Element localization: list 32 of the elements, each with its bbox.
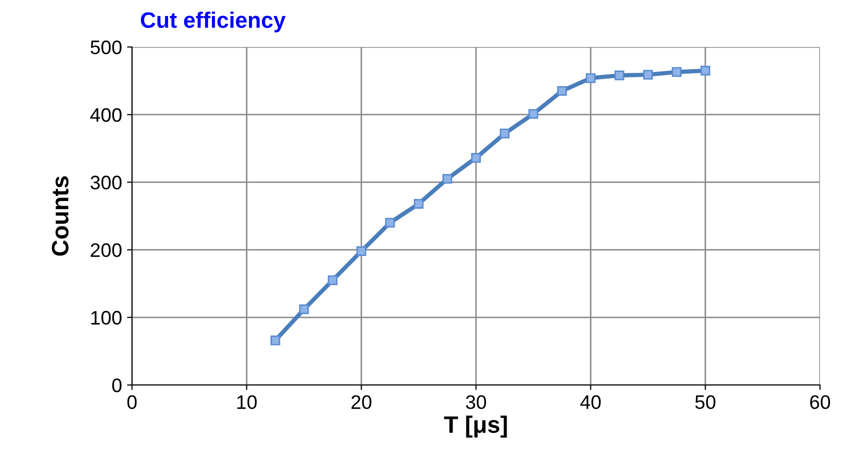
point <box>328 275 338 286</box>
x-tick-label: 0 <box>127 395 137 410</box>
x-tick-label: 50 <box>695 395 716 410</box>
x-tick-label: 30 <box>466 395 486 410</box>
point <box>270 336 280 346</box>
x-tick-label: 60 <box>810 395 830 410</box>
point <box>614 70 624 80</box>
point <box>586 73 596 83</box>
point <box>528 109 538 119</box>
point <box>500 128 510 138</box>
point <box>299 304 309 314</box>
y-tick-label: 0 <box>112 378 122 392</box>
y-tick-label: 100 <box>91 310 122 325</box>
chart-title: Cut efficiency <box>140 12 286 32</box>
point <box>557 86 567 96</box>
x-axis-title: T [μs] <box>444 416 507 438</box>
y-tick-label: 200 <box>90 243 122 258</box>
x-tick-label: 10 <box>237 395 257 410</box>
point <box>643 70 653 80</box>
point <box>700 66 710 76</box>
y-axis-title: Counts <box>52 176 69 256</box>
y-tick-label: 400 <box>90 108 122 122</box>
point <box>672 67 682 77</box>
point <box>385 218 395 228</box>
y-tick-label: 500 <box>90 40 122 54</box>
point <box>414 198 424 209</box>
x-tick-label: 20 <box>352 395 372 410</box>
y-tick-label: 300 <box>90 176 122 190</box>
point <box>442 174 452 184</box>
point <box>471 153 481 163</box>
point <box>356 246 366 256</box>
x-tick-label: 40 <box>580 395 601 410</box>
